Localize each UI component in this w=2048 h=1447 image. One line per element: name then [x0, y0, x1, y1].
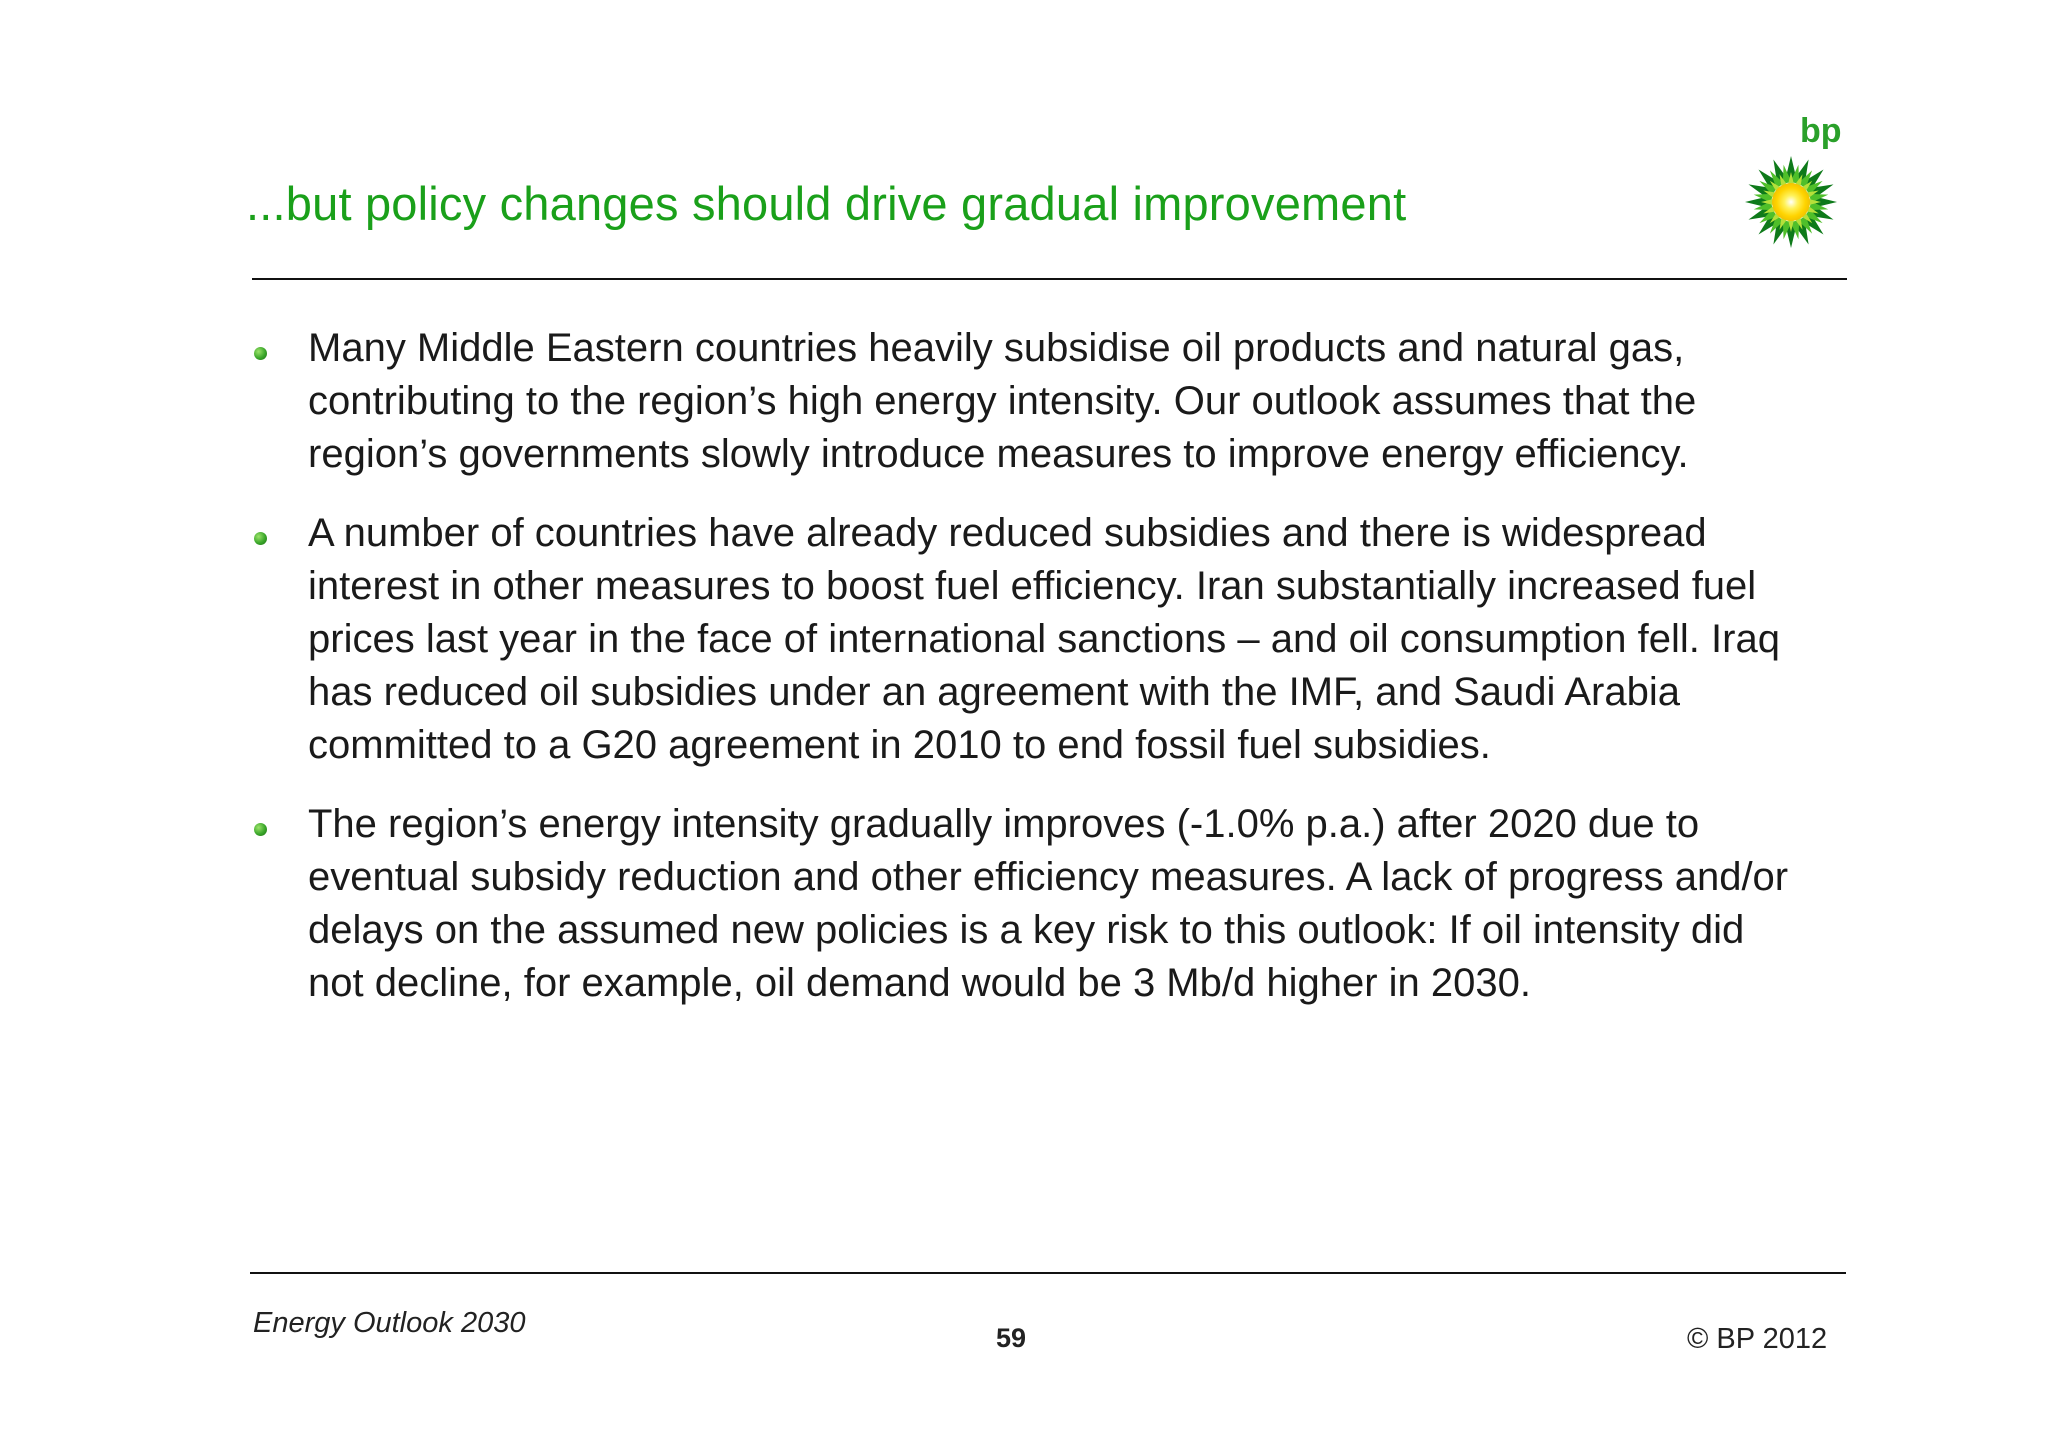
slide-title: ...but policy changes should drive gradu… [246, 177, 1407, 230]
helios-petal [1745, 196, 1768, 208]
helios-petal [1759, 180, 1778, 195]
helios-petal [1798, 215, 1813, 234]
green-dot-bullet-icon [254, 823, 267, 836]
bullet-text: A number of countries have already reduc… [308, 511, 1780, 767]
helios-petal [1759, 209, 1778, 224]
helios-petal [1785, 156, 1797, 179]
helios-petal [1804, 180, 1823, 195]
green-dot-bullet-icon [254, 532, 267, 545]
helios-petal [1806, 198, 1821, 206]
bp-helios-logo-icon [1745, 156, 1837, 248]
bullet-item: The region’s energy intensity gradually … [252, 798, 1792, 1010]
helios-core [1772, 183, 1810, 221]
footer-divider [250, 1272, 1846, 1274]
page-number: 59 [996, 1323, 1027, 1353]
helios-petal [1769, 215, 1784, 234]
footer-publication-title: Energy Outlook 2030 [253, 1307, 526, 1339]
green-dot-bullet-icon [254, 347, 267, 360]
bullet-text: The region’s energy intensity gradually … [308, 802, 1789, 1005]
helios-petal [1769, 170, 1784, 189]
helios-petal [1804, 209, 1823, 224]
header-divider [252, 278, 1847, 280]
helios-petal [1814, 196, 1837, 208]
helios-petal [1798, 170, 1813, 189]
bullet-text: Many Middle Eastern countries heavily su… [308, 326, 1697, 476]
bp-logo-text: bp [1800, 112, 1842, 150]
helios-petal [1761, 198, 1776, 206]
helios-petal [1785, 225, 1797, 248]
helios-petal [1787, 172, 1795, 187]
bullet-item: Many Middle Eastern countries heavily su… [252, 322, 1792, 481]
helios-petal [1787, 217, 1795, 232]
bullet-item: A number of countries have already reduc… [252, 507, 1792, 772]
copyright-notice: © BP 2012 [1687, 1323, 1828, 1355]
bullet-list: Many Middle Eastern countries heavily su… [252, 322, 1792, 1036]
